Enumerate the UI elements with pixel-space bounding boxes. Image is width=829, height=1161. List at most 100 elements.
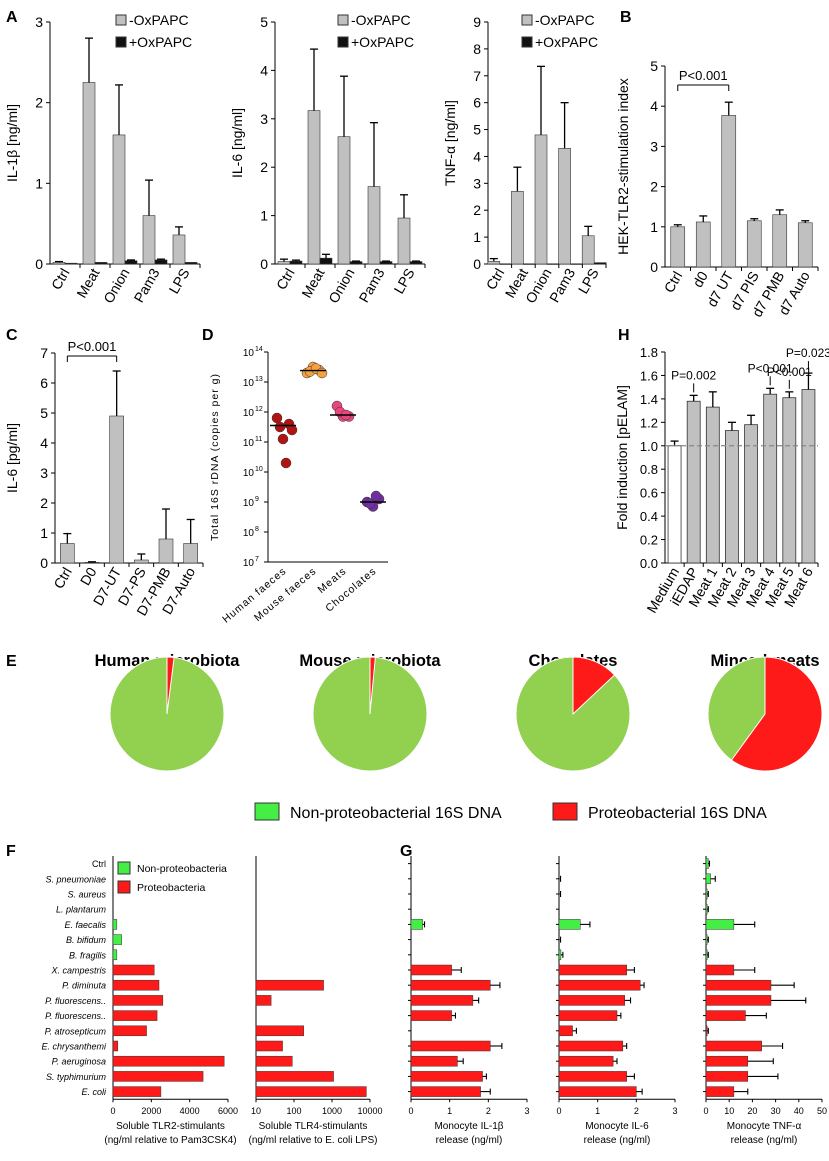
A1-bar: [82, 82, 96, 265]
G-x-axis-label: release (ng/ml): [584, 1135, 651, 1146]
F-bar: [112, 919, 118, 930]
D-data-point: [286, 424, 298, 436]
H-y-axis-label: Fold induction [pELAM]: [614, 385, 630, 530]
H-bar: [705, 406, 720, 564]
F-organism-label: Ctrl: [92, 859, 106, 869]
C-y-tick-label: 4: [40, 435, 48, 451]
H-p-value: P=0.002: [671, 368, 716, 382]
G-bar: [705, 949, 708, 961]
D-y-tick-label: 10: [243, 528, 255, 539]
panel-letter-G: G: [400, 843, 412, 860]
C-y-tick-label: 1: [40, 525, 48, 541]
F-x-tick-label: 1000: [322, 1106, 342, 1116]
D-y-tick-exponent: 7: [255, 556, 259, 563]
C-y-tick-label: 5: [40, 405, 48, 421]
F-bar: [255, 1040, 283, 1052]
G-bar: [558, 1010, 618, 1021]
G-x-tick-label: 3: [524, 1106, 529, 1116]
A2-y-tick-label: 5: [260, 14, 268, 30]
G-bar: [410, 919, 423, 930]
A1-y-tick-label: 3: [35, 14, 43, 30]
A3-bar: [546, 263, 560, 265]
F-bar: [112, 1025, 147, 1037]
F-bar: [112, 934, 122, 945]
B-y-tick-label: 4: [650, 98, 658, 114]
A2-y-tick-label: 0: [260, 256, 268, 272]
B-x-tick-label: Ctrl: [661, 269, 686, 296]
panel-letter-C: C: [6, 327, 18, 344]
panel-letter-A: A: [6, 9, 18, 26]
G-bar: [410, 1040, 491, 1052]
G-bar: [410, 979, 491, 991]
D-data-point: [280, 457, 292, 469]
G-bar: [558, 1040, 624, 1052]
E-slice-proteobacterial: [730, 656, 823, 772]
G-bar: [705, 919, 735, 930]
H-bar: [667, 445, 682, 564]
G-bar: [705, 1025, 708, 1037]
F-x-tick-label: 4000: [180, 1106, 200, 1116]
panel-letter-F: F: [6, 843, 16, 860]
F-organism-label: P. diminuta: [62, 981, 106, 991]
F-organism-label: E. faecalis: [64, 920, 106, 930]
G-x-axis-label: Monocyte IL-6: [585, 1121, 649, 1132]
C-bar: [158, 538, 174, 564]
G-x-tick-label: 50: [817, 1106, 827, 1116]
G-bar: [558, 964, 627, 976]
G-bar: [410, 1086, 481, 1097]
B-y-tick-label: 2: [650, 179, 658, 195]
F-x-tick-label: 6000: [218, 1106, 238, 1116]
A1-y-axis-label: IL-1β [ng/ml]: [4, 104, 20, 182]
B-y-tick-label: 5: [650, 58, 658, 74]
panel-letter-D: D: [202, 327, 214, 344]
A3-y-axis-label: TNF-α [ng/ml]: [442, 100, 458, 186]
A2-x-tick-label: Ctrl: [273, 266, 298, 293]
D-y-tick-label: 10: [243, 438, 255, 449]
C-bar: [134, 559, 149, 564]
C-x-tick-label: D0: [77, 564, 100, 588]
F-bar: [255, 979, 324, 991]
A2-bar: [367, 186, 381, 265]
F-bar: [255, 1071, 334, 1082]
D-y-tick-exponent: 12: [255, 406, 263, 413]
F-bar: [112, 995, 164, 1006]
A2-x-tick-label: Onion: [325, 266, 358, 306]
A2-y-tick-label: 1: [260, 208, 268, 224]
F-organism-label: S. pneumoniae: [45, 874, 106, 884]
A2-x-tick-label: Pam3: [355, 265, 387, 305]
H-y-tick-label: 1.2: [640, 415, 658, 430]
A2-x-tick-label: Meat: [298, 265, 327, 300]
A2-bar: [409, 261, 423, 265]
G-x-tick-label: 40: [794, 1106, 804, 1116]
A2-y-axis-label: IL-6 [ng/ml]: [229, 108, 245, 178]
A1-bar: [124, 260, 138, 265]
A1-bar: [184, 262, 198, 265]
H-p-value: P<0.001: [748, 361, 793, 375]
B-x-tick-label: d0: [689, 268, 711, 290]
A1-x-tick-label: Onion: [100, 266, 133, 306]
G-bar: [558, 1025, 573, 1037]
D-y-tick-label: 10: [243, 408, 255, 419]
E-legend-label: Proteobacterial 16S DNA: [588, 805, 767, 822]
A3-y-tick-label: 1: [473, 229, 481, 245]
A2-bar: [277, 261, 291, 265]
C-p-value: P<0.001: [68, 339, 117, 354]
D-y-tick-exponent: 8: [255, 526, 259, 533]
panel-letter-B: B: [620, 9, 632, 26]
B-y-tick-label: 3: [650, 138, 658, 154]
A3-y-tick-label: 4: [473, 148, 481, 164]
A2-bar: [397, 217, 411, 265]
A3-y-tick-label: 2: [473, 202, 481, 218]
A3-x-tick-label: LPS: [575, 266, 602, 297]
legend-label: +OxPAPC: [351, 34, 414, 50]
A1-bar: [154, 259, 168, 265]
legend-swatch: [115, 36, 127, 48]
C-bar: [109, 415, 124, 564]
F-bar: [255, 1055, 293, 1067]
G-x-tick-label: 0: [556, 1106, 561, 1116]
F-x-axis-label: (ng/ml relative to Pam3CSK4): [104, 1135, 236, 1146]
F-organism-label: P. aeruginosa: [52, 1057, 106, 1067]
F-organism-label: B. bifidum: [66, 935, 107, 945]
F-x-tick-label: 2000: [141, 1106, 161, 1116]
